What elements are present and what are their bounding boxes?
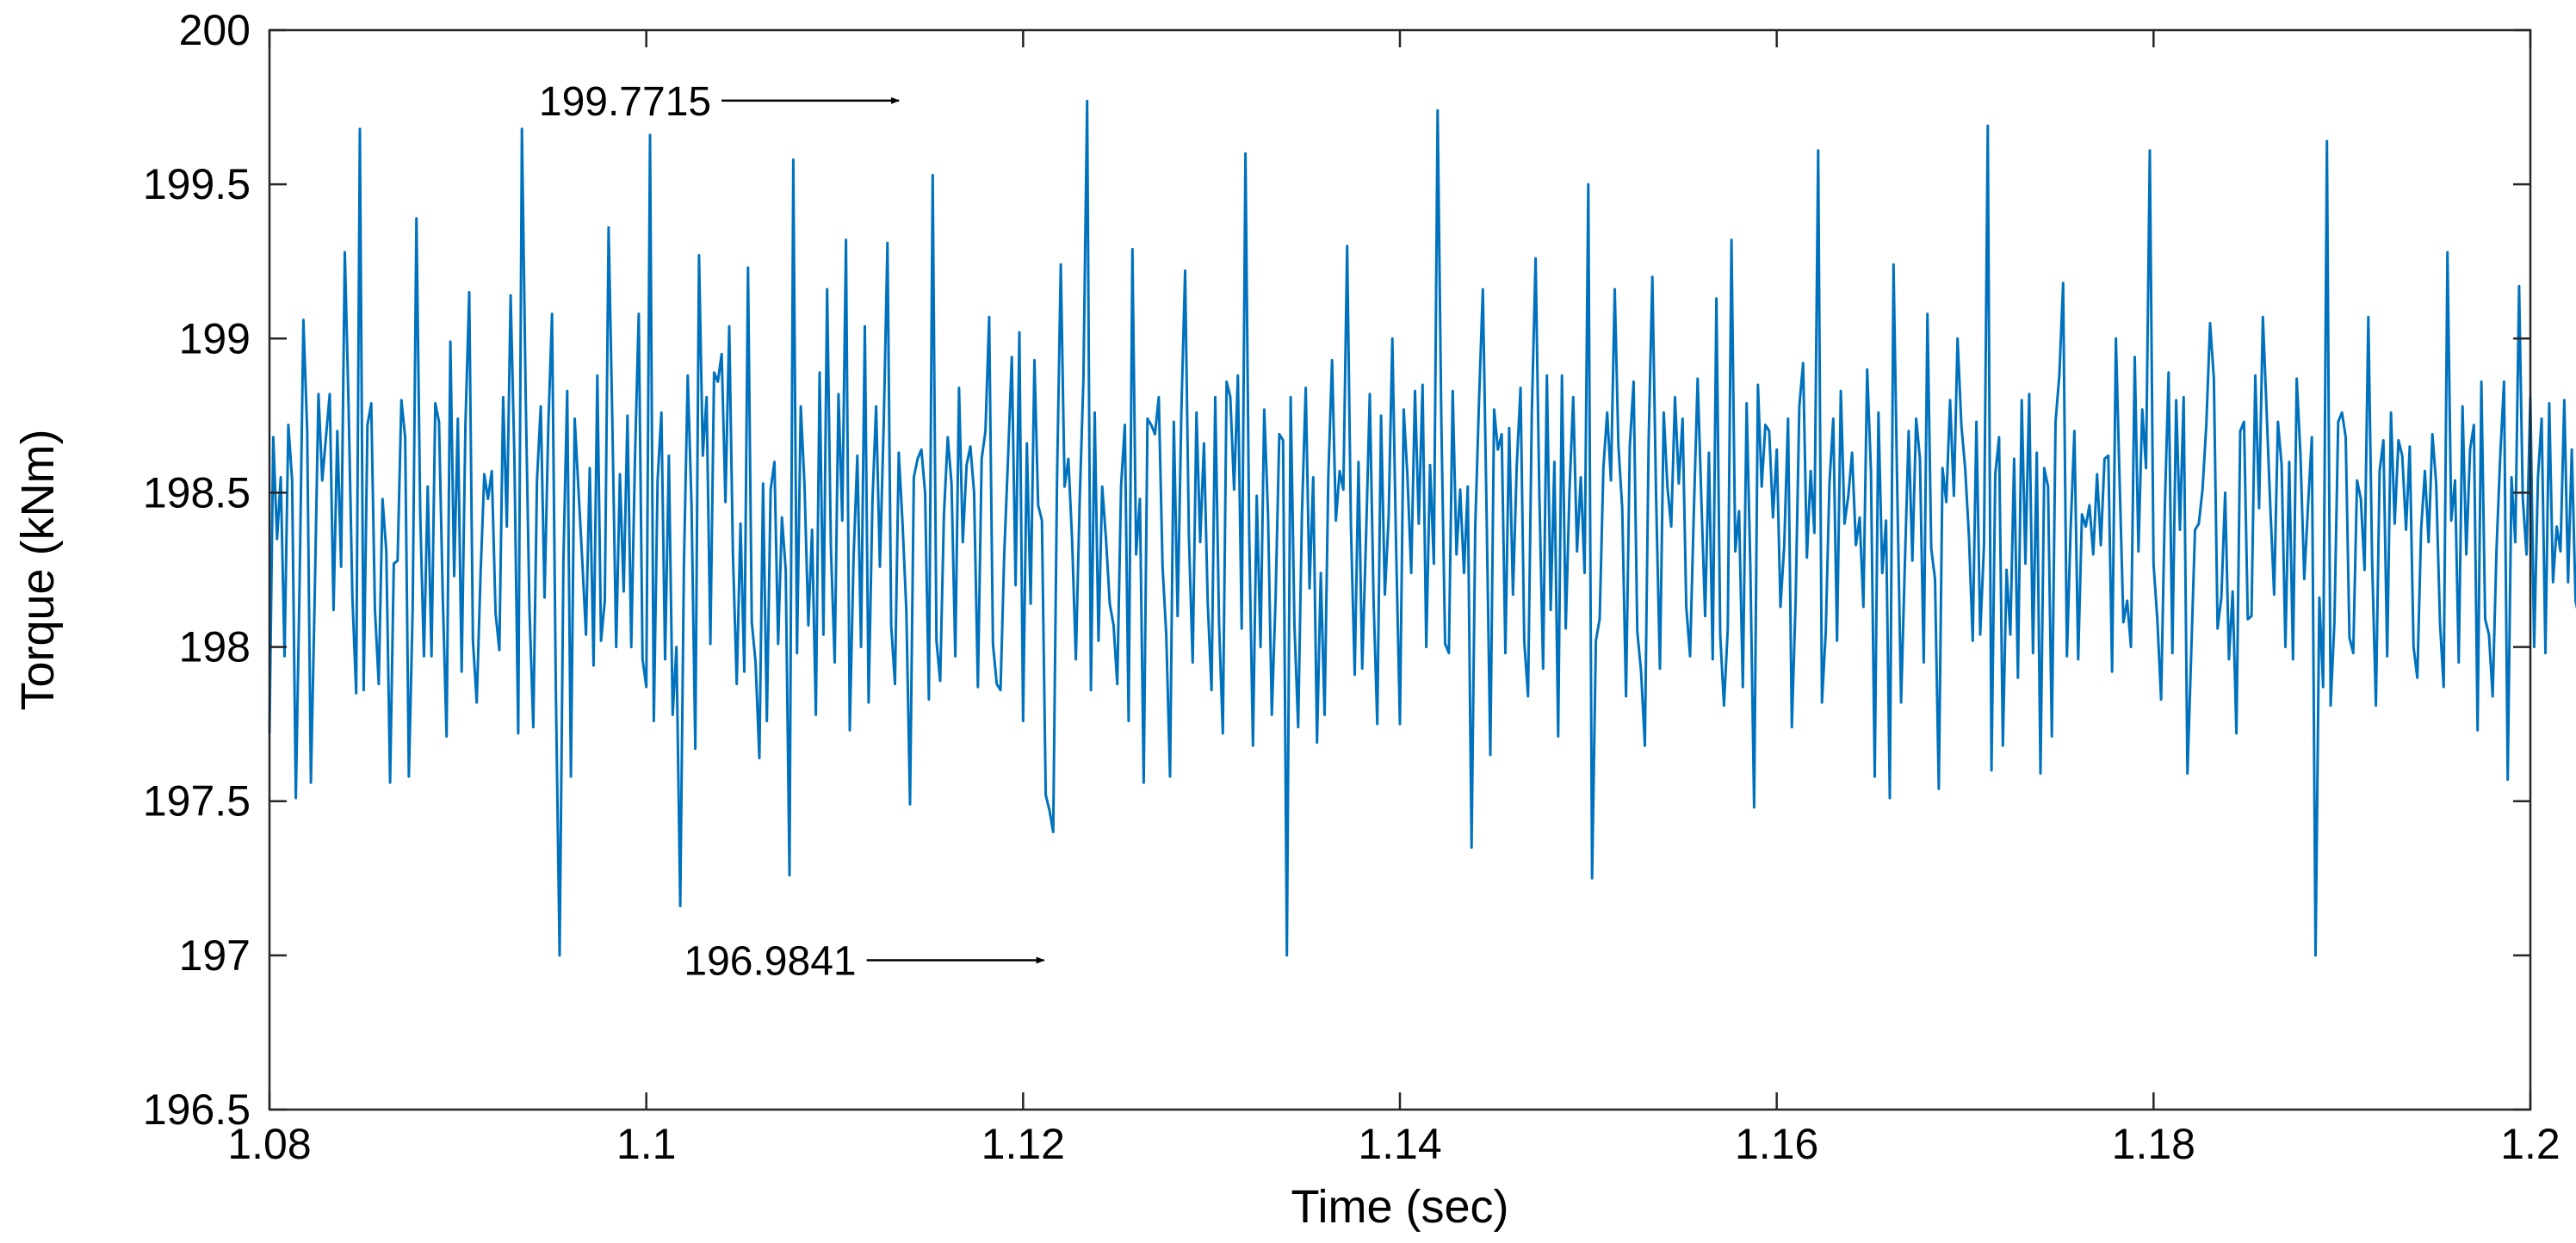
x-tick-label: 1.2	[2500, 1120, 2561, 1168]
annotation-label: 196.9841	[684, 939, 856, 985]
y-tick-label: 199.5	[143, 160, 251, 208]
y-tick-label: 197.5	[143, 777, 251, 826]
y-axis-label: Torque (kNm)	[12, 429, 64, 710]
y-tick-label: 200	[179, 6, 251, 54]
x-tick-label: 1.16	[1735, 1120, 1818, 1168]
annotations-layer: 199.7715 196.9841	[539, 79, 1045, 985]
y-tick-label: 198.5	[143, 468, 251, 516]
x-tick-label: 1.1	[616, 1120, 677, 1168]
x-axis-label: Time (sec)	[1291, 1181, 1509, 1233]
x-tick-label: 1.08	[227, 1120, 311, 1168]
ticks-layer: 1.08 1.1 1.12 1.14 1.16 1.18 1.2 196.5 197 197.5 1…	[143, 6, 2561, 1168]
y-tick-label: 198	[179, 623, 251, 671]
x-tick-label: 1.18	[2112, 1120, 2195, 1168]
series-layer	[268, 99, 2576, 957]
plot-frame	[268, 28, 2532, 1111]
y-tick-label: 196.5	[143, 1085, 251, 1134]
x-tick-label: 1.12	[981, 1120, 1065, 1168]
x-tick-label: 1.14	[1358, 1120, 1441, 1168]
y-tick-label: 197	[179, 931, 251, 980]
plot-area	[269, 30, 2530, 1110]
y-tick-label: 199	[179, 314, 251, 362]
annotation-label: 199.7715	[539, 79, 711, 125]
torque-series-line	[268, 99, 2576, 957]
